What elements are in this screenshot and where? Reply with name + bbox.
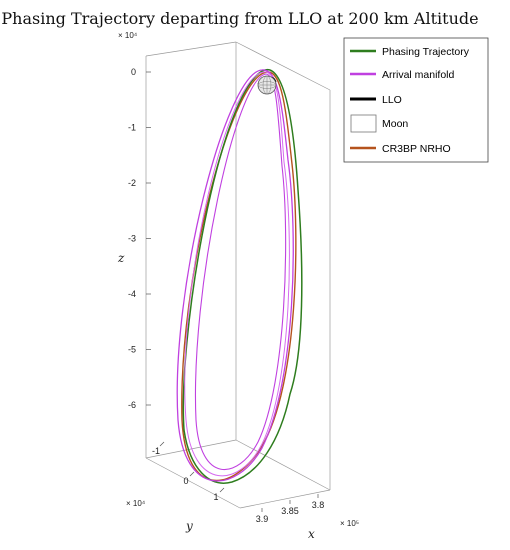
y-tick-mark xyxy=(189,471,195,477)
x-tick-label: 3.85 xyxy=(281,506,299,516)
legend-item-phasing-trajectory: Phasing Trajectory xyxy=(350,46,470,58)
x-tick-label: 3.8 xyxy=(312,500,325,510)
x-axis-multiplier: × 10⁵ xyxy=(340,519,359,528)
x-axis-ticks: 3.9 3.85 3.8 xyxy=(256,494,325,524)
z-tick-label: -4 xyxy=(128,289,136,299)
x-axis-label: x xyxy=(308,527,315,541)
y-tick-mark xyxy=(219,487,225,493)
moon-sphere xyxy=(257,75,277,95)
y-axis-label: y xyxy=(185,519,193,533)
svg-text:Moon: Moon xyxy=(382,118,408,130)
plot-area xyxy=(176,68,303,484)
svg-text:Arrival manifold: Arrival manifold xyxy=(382,69,455,81)
y-tick-label: 1 xyxy=(213,492,218,502)
legend-item-cr3bp-nrho: CR3BP NRHO xyxy=(350,143,451,155)
y-axis-ticks: -1 0 1 xyxy=(152,441,225,502)
z-tick-label: 0 xyxy=(131,67,136,77)
chart-title: Phasing Trajectory departing from LLO at… xyxy=(1,9,478,28)
y-tick-label: 0 xyxy=(183,476,188,486)
z-tick-label: -5 xyxy=(128,345,136,355)
y-tick-label: -1 xyxy=(152,446,160,456)
y-axis-multiplier: × 10⁴ xyxy=(126,499,146,508)
series-phasing-trajectory xyxy=(182,68,303,484)
z-tick-label: -2 xyxy=(128,178,136,188)
y-tick-mark xyxy=(159,441,165,447)
svg-text:CR3BP NRHO: CR3BP NRHO xyxy=(382,143,451,155)
z-tick-label: -6 xyxy=(128,400,136,410)
series-arrival-manifold-1 xyxy=(176,69,294,482)
series-cr3bp-nrho xyxy=(181,71,297,481)
svg-text:Phasing Trajectory: Phasing Trajectory xyxy=(382,46,470,58)
z-axis-ticks: 0 -1 -2 -3 -4 -5 -6 xyxy=(128,67,151,410)
legend-item-arrival-manifold: Arrival manifold xyxy=(350,69,455,81)
series-arrival-manifold-2 xyxy=(194,73,287,471)
z-tick-label: -3 xyxy=(128,234,136,244)
x-tick-label: 3.9 xyxy=(256,514,269,524)
series-arrival-manifold-3 xyxy=(184,71,290,477)
legend-item-moon: Moon xyxy=(350,114,408,133)
z-tick-label: -1 xyxy=(128,123,136,133)
legend: Phasing Trajectory Arrival manifold LLO … xyxy=(343,37,489,163)
z-axis-multiplier: × 10⁴ xyxy=(118,31,138,40)
legend-item-llo: LLO xyxy=(350,94,402,106)
z-axis-label: z xyxy=(117,251,125,265)
svg-text:LLO: LLO xyxy=(382,94,402,106)
axes-box xyxy=(145,41,331,509)
